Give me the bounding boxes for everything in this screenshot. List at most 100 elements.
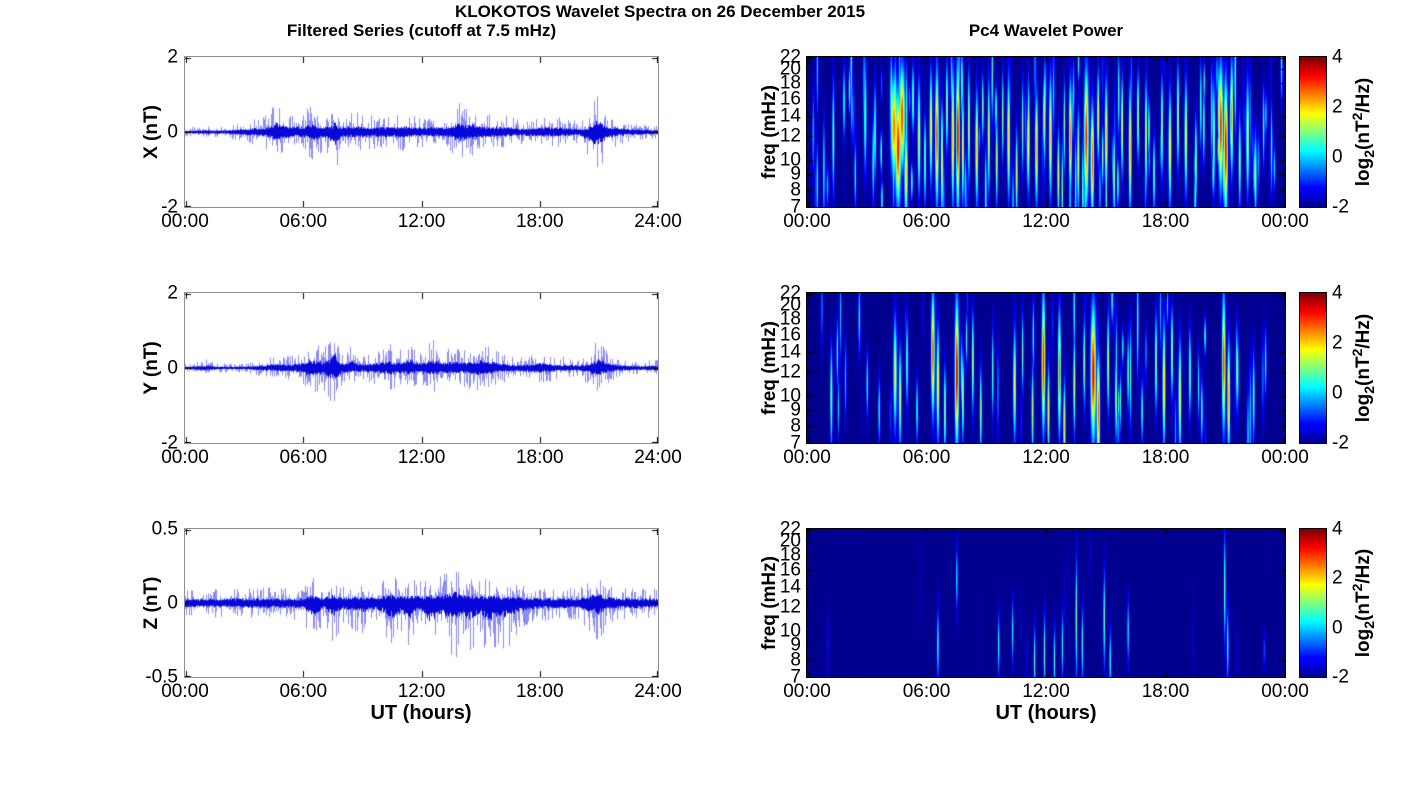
x-tick-label: 18:00 (515, 211, 564, 232)
freq-tick-label: 16 (779, 559, 801, 581)
freq-tick-label: 14 (779, 576, 801, 598)
panel-z-wavelet (806, 528, 1286, 678)
freq-tick-label: 16 (779, 324, 801, 346)
freq-tick-label: 12 (779, 596, 801, 618)
y-wavelet-canvas (807, 293, 1285, 443)
x-tick-label: 00:00 (783, 447, 831, 468)
freq-tick-label: 8 (790, 649, 801, 671)
y-tick-label: 0.5 (151, 518, 178, 540)
colorbar-tick-label: 0 (1332, 146, 1343, 168)
panel-x-wavelet (806, 56, 1286, 208)
ylabel-y-wavelet: freq (mHz) (759, 321, 780, 415)
colorbar-z (1299, 528, 1327, 678)
colorbar-tick-label: -2 (1332, 666, 1349, 688)
x-tick-label: 06:00 (279, 681, 328, 702)
colorbar-tick-label: 4 (1332, 282, 1343, 304)
colorbar-tick-label: 2 (1332, 332, 1343, 354)
freq-tick-label: 10 (779, 149, 801, 171)
freq-tick-label: 10 (779, 620, 801, 642)
colorbar-tick-label: 4 (1332, 518, 1343, 540)
ylabel-z-wavelet: freq (mHz) (759, 556, 780, 650)
colorbar-tick-label: 0 (1332, 382, 1343, 404)
x-tick-label: 12:00 (1022, 681, 1070, 702)
ylabel-x-wavelet: freq (mHz) (759, 85, 780, 179)
y-tick-label: -2 (161, 196, 178, 218)
freq-tick-label: 14 (779, 341, 801, 363)
freq-tick-label: 22 (779, 282, 801, 304)
y-tick-label: -2 (161, 432, 178, 454)
y-tick-label: -0.5 (145, 666, 178, 688)
colorbar-x (1299, 56, 1327, 208)
panel-y-series (184, 292, 659, 444)
colorbar-y-canvas (1300, 293, 1326, 443)
freq-tick-label: 18 (779, 544, 801, 566)
x-tick-label: 12:00 (397, 681, 446, 702)
colorbar-x-canvas (1300, 57, 1326, 207)
colorbar-tick-label: -2 (1332, 432, 1349, 454)
freq-tick-label: 22 (779, 46, 801, 68)
freq-tick-label: 12 (779, 125, 801, 147)
x-tick-label: 00:00 (1261, 211, 1309, 232)
colorbar-y (1299, 292, 1327, 444)
y-tick-label: 0 (167, 121, 178, 143)
colorbar-z-label: log2(nT2/Hz) (1349, 548, 1377, 658)
xlabel-left: UT (hours) (370, 702, 472, 724)
x-tick-label: 12:00 (397, 447, 446, 468)
x-tick-label: 18:00 (1141, 447, 1190, 468)
y-tick-label: 0 (167, 357, 178, 379)
freq-tick-label: 22 (779, 518, 801, 540)
freq-tick-label: 20 (779, 294, 801, 316)
x-tick-label: 06:00 (279, 211, 328, 232)
freq-tick-label: 18 (779, 72, 801, 94)
colorbar-tick-label: 2 (1332, 96, 1343, 118)
freq-tick-label: 9 (790, 634, 801, 656)
freq-tick-label: 20 (779, 530, 801, 552)
freq-tick-label: 18 (779, 308, 801, 330)
x-tick-label: 24:00 (634, 211, 682, 232)
y-tick-label: 2 (167, 282, 178, 304)
x-wavelet-canvas (807, 57, 1285, 207)
x-tick-label: 12:00 (397, 211, 446, 232)
y-tick-label: 2 (167, 46, 178, 68)
freq-tick-label: 9 (790, 163, 801, 185)
freq-tick-label: 7 (790, 666, 801, 688)
colorbar-y-label: log2(nT2/Hz) (1349, 313, 1377, 423)
x-tick-label: 18:00 (515, 447, 564, 468)
x-tick-label: 00:00 (1261, 447, 1309, 468)
panel-x-series (184, 56, 659, 208)
x-tick-label: 24:00 (634, 447, 682, 468)
page-title: KLOKOTOS Wavelet Spectra on 26 December … (454, 2, 866, 21)
y-series-canvas (185, 293, 658, 443)
freq-tick-label: 8 (790, 179, 801, 200)
x-tick-label: 18:00 (1141, 211, 1190, 232)
x-tick-label: 06:00 (279, 447, 328, 468)
x-tick-label: 06:00 (902, 681, 951, 702)
x-tick-label: 00:00 (161, 211, 209, 232)
x-series-canvas (185, 57, 658, 207)
x-tick-label: 24:00 (634, 681, 682, 702)
ylabel-y-series: Y (nT) (141, 341, 162, 395)
freq-tick-label: 7 (790, 432, 801, 454)
x-tick-label: 12:00 (1022, 447, 1070, 468)
colorbar-tick-label: 4 (1332, 46, 1343, 68)
colorbar-z-canvas (1300, 529, 1326, 677)
panel-z-series (184, 528, 659, 678)
freq-tick-label: 10 (779, 385, 801, 407)
freq-tick-label: 9 (790, 399, 801, 421)
freq-tick-label: 8 (790, 415, 801, 436)
xlabel-right: UT (hours) (995, 702, 1097, 724)
x-tick-label: 18:00 (515, 681, 564, 702)
freq-tick-label: 7 (790, 196, 801, 218)
freq-tick-label: 14 (779, 105, 801, 127)
x-tick-label: 00:00 (161, 681, 209, 702)
right-column-title: Pc4 Wavelet Power (968, 21, 1124, 40)
freq-tick-label: 20 (779, 58, 801, 80)
colorbar-tick-label: 0 (1332, 617, 1343, 639)
freq-tick-label: 12 (779, 361, 801, 383)
x-tick-label: 18:00 (1141, 681, 1190, 702)
z-wavelet-canvas (807, 529, 1285, 677)
x-tick-label: 00:00 (783, 211, 831, 232)
left-column-title: Filtered Series (cutoff at 7.5 mHz) (286, 21, 557, 40)
ylabel-z-series: Z (nT) (141, 576, 162, 630)
x-tick-label: 00:00 (783, 681, 831, 702)
